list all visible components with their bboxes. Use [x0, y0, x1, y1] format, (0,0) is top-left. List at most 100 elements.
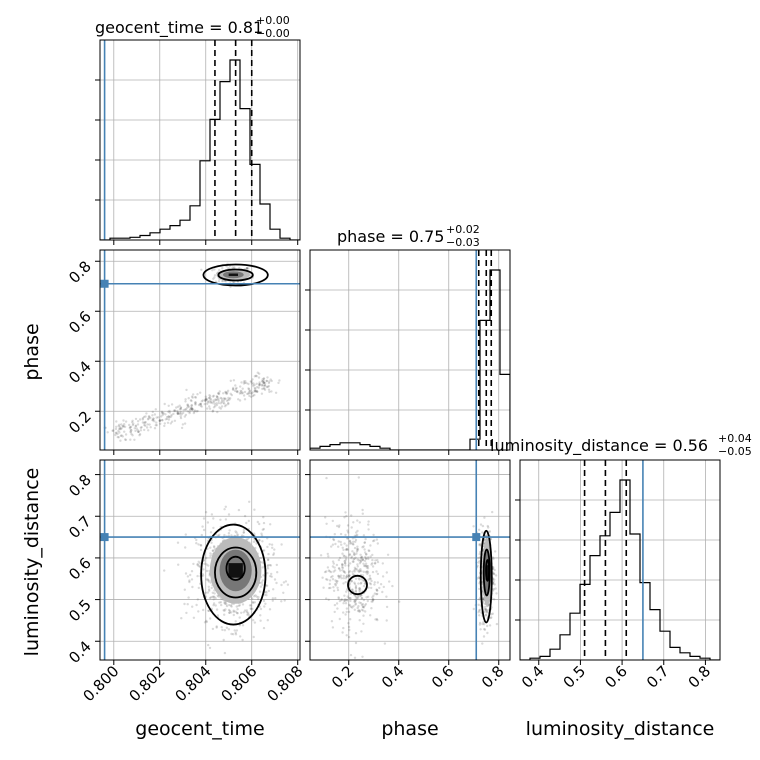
scatter-point: [192, 411, 196, 415]
histogram-geocent-time: [100, 59, 300, 240]
scatter-point: [196, 562, 199, 566]
scatter-point: [225, 391, 228, 394]
scatter-point: [484, 608, 488, 611]
scatter-point: [335, 580, 338, 583]
scatter-point: [234, 631, 237, 634]
scatter-point: [241, 638, 244, 642]
scatter-point: [155, 421, 158, 424]
scatter-point: [344, 577, 348, 580]
scatter-point: [231, 266, 234, 269]
scatter-point: [355, 531, 358, 534]
scatter-point: [483, 628, 487, 631]
scatter-point: [492, 557, 495, 560]
scatter-point: [227, 628, 231, 631]
scatter-point: [244, 380, 247, 383]
scatter-point: [143, 428, 146, 432]
scatter-point: [323, 570, 327, 574]
scatter-point: [209, 399, 212, 402]
scatter-point: [209, 554, 212, 558]
scatter-point: [350, 605, 353, 609]
scatter-point: [195, 603, 198, 607]
scatter-point: [179, 406, 183, 409]
scatter-point: [345, 590, 348, 593]
scatter-point: [167, 415, 171, 418]
scatter-point: [338, 599, 342, 603]
tick-label-x-phase: 0.2: [328, 662, 358, 692]
scatter-point: [149, 426, 152, 429]
scatter-point: [239, 391, 242, 394]
scatter-point: [138, 418, 142, 421]
scatter-point: [161, 413, 164, 417]
scatter-point: [203, 399, 207, 402]
scatter-point: [363, 541, 366, 544]
tick-label-x-geocent-time: 0.808: [263, 662, 306, 705]
scatter-point: [360, 603, 364, 607]
scatter-point: [209, 531, 213, 534]
scatter-point: [363, 564, 366, 568]
scatter-point: [190, 399, 193, 403]
scatter-point: [219, 407, 223, 410]
scatter-point: [207, 588, 211, 591]
scatter-point: [371, 558, 374, 562]
scatter-point: [355, 534, 358, 537]
scatter-point: [215, 403, 219, 407]
scatter-point: [209, 395, 212, 398]
scatter-point: [237, 604, 240, 607]
scatter-point: [373, 592, 377, 595]
scatter-point: [222, 399, 226, 402]
scatter-point: [365, 565, 368, 568]
scatter-point: [331, 565, 335, 568]
scatter-point: [129, 430, 132, 433]
scatter-point: [491, 612, 494, 615]
scatter-point: [196, 574, 199, 578]
scatter-point: [342, 577, 345, 580]
scatter-points: [319, 476, 499, 659]
scatter-point: [223, 397, 226, 400]
xlabel-geocent-time: geocent_time: [135, 718, 264, 740]
hist-panel-geocent-time: [95, 39, 301, 245]
scatter-point: [153, 413, 157, 416]
scatter-point: [355, 552, 358, 555]
scatter-point: [230, 534, 233, 537]
scatter-point: [254, 390, 257, 393]
scatter-point: [371, 565, 375, 568]
scatter-point: [131, 423, 135, 427]
scatter-point: [236, 390, 239, 393]
scatter-point: [131, 421, 134, 424]
scatter-point: [222, 392, 225, 395]
panel-border: [99, 39, 301, 241]
scatter-point: [263, 387, 266, 390]
scatter-point: [163, 402, 166, 406]
scatter-point: [481, 622, 484, 626]
scatter-point: [176, 411, 179, 414]
scatter-point: [253, 383, 256, 387]
scatter-point: [341, 569, 344, 572]
scatter-point: [121, 424, 125, 427]
scatter-point: [338, 575, 342, 578]
scatter-point: [253, 393, 256, 397]
scatter-point: [187, 404, 190, 408]
scatter-point: [118, 431, 121, 434]
scatter-point: [208, 405, 211, 408]
scatter-point: [355, 567, 358, 571]
scatter-point: [266, 571, 269, 575]
scatter-point: [207, 609, 211, 612]
scatter-point: [251, 607, 254, 611]
scatter-point: [209, 552, 212, 555]
scatter-point: [472, 607, 475, 611]
scatter-point: [158, 419, 161, 422]
scatter-point: [147, 415, 151, 418]
scatter-point: [369, 583, 373, 586]
scatter-point: [197, 610, 200, 613]
scatter-point: [242, 530, 246, 534]
scatter-point: [163, 424, 166, 428]
ylabel-luminosity-distance: luminosity_distance: [21, 468, 43, 657]
scatter-point: [344, 613, 347, 616]
scatter-point: [345, 634, 348, 637]
scatter-point: [217, 392, 220, 395]
density-peak: [228, 273, 238, 276]
scatter-point: [246, 267, 249, 270]
scatter-point: [234, 620, 237, 623]
scatter-point: [239, 385, 242, 388]
scatter-point: [136, 420, 140, 423]
